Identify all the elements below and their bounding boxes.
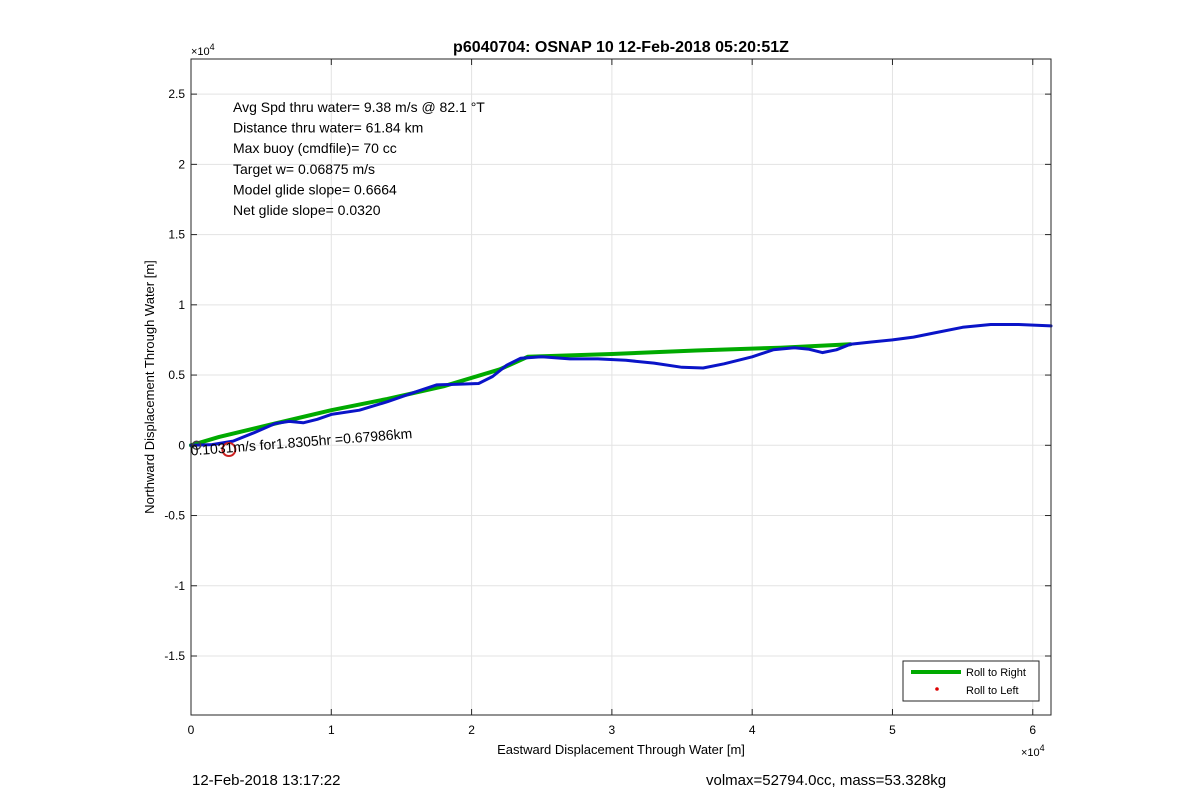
- x-tick-label: 0: [188, 723, 195, 737]
- series-0-line: [189, 342, 853, 448]
- stats-block: Avg Spd thru water= 9.38 m/s @ 82.1 °T Di…: [233, 99, 485, 218]
- stats-line: Avg Spd thru water= 9.38 m/s @ 82.1 °T: [233, 99, 485, 115]
- legend: Roll to Right Roll to Left: [902, 660, 1040, 702]
- ticks: 0 1 2 3 4 5 6 -1.5 -1 -0.5 0 0.5 1 1.5 2 2.5: [164, 59, 1051, 737]
- y-tick-label: -1: [174, 579, 185, 593]
- x-tick-label: 2: [468, 723, 475, 737]
- legend-roll-left-label: Roll to Left: [966, 685, 1019, 697]
- y-exponent: ×104: [191, 42, 215, 58]
- footer-summary: volmax=52794.0cc, mass=53.328kg: [706, 772, 947, 789]
- footer-timestamp: 12-Feb-2018 13:17:22: [192, 772, 341, 789]
- y-tick-label: 2: [178, 157, 185, 171]
- stats-line: Distance thru water= 61.84 km: [233, 120, 423, 136]
- y-tick-label: 1.5: [168, 228, 185, 242]
- stats-line: Net glide slope= 0.0320: [233, 202, 381, 218]
- series-1-line: [189, 323, 1053, 447]
- legend-roll-left-swatch: [935, 687, 939, 691]
- y-tick-label: 0.5: [168, 368, 185, 382]
- x-tick-label: 4: [749, 723, 756, 737]
- x-tick-label: 3: [609, 723, 616, 737]
- plot-area: [191, 59, 1051, 715]
- y-tick-label: -1.5: [164, 649, 185, 663]
- stats-line: Max buoy (cmdfile)= 70 cc: [233, 140, 397, 156]
- y-tick-label: 1: [178, 298, 185, 312]
- y-axis-label: Northward Displacement Through Water [m]: [142, 260, 157, 514]
- x-exponent: ×104: [1021, 743, 1045, 759]
- stats-line: Target w= 0.06875 m/s: [233, 161, 375, 177]
- stats-line: Model glide slope= 0.6664: [233, 181, 397, 197]
- plot-frame: [190, 58, 1052, 716]
- x-tick-label: 6: [1029, 723, 1036, 737]
- y-tick-label: -0.5: [164, 509, 185, 523]
- start-marker: [221, 442, 237, 458]
- y-tick-label: 2.5: [168, 87, 185, 101]
- x-axis-label: Eastward Displacement Through Water [m]: [497, 742, 745, 757]
- series-layer: [189, 323, 1053, 448]
- x-tick-label: 5: [889, 723, 896, 737]
- x-tick-label: 1: [328, 723, 335, 737]
- y-tick-label: 0: [178, 438, 185, 452]
- legend-roll-right-label: Roll to Right: [966, 667, 1026, 679]
- legend-box: [902, 660, 1040, 702]
- chart-title: p6040704: OSNAP 10 12-Feb-2018 05:20:51Z: [453, 39, 789, 56]
- grid: [190, 59, 1051, 715]
